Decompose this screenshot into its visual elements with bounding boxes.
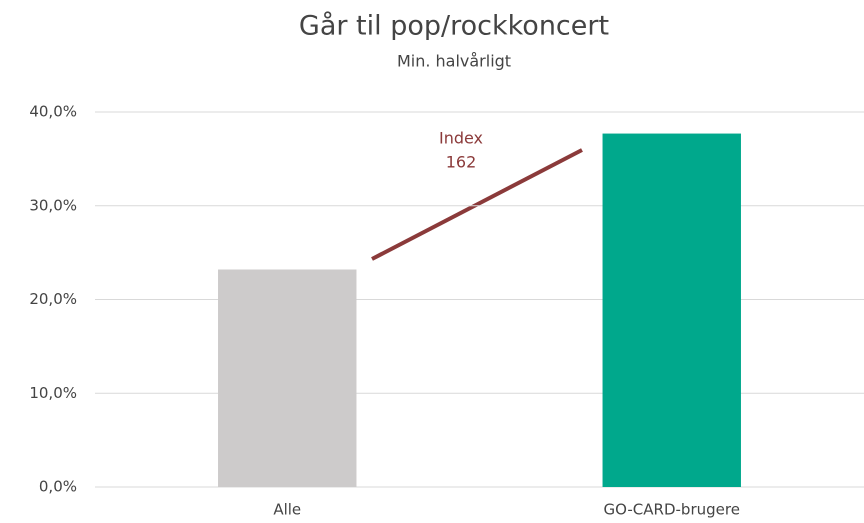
y-tick-label: 30,0% <box>29 196 77 214</box>
bar <box>602 133 741 487</box>
y-tick-label: 10,0% <box>29 384 77 402</box>
y-tick-label: 20,0% <box>29 290 77 308</box>
y-tick-label: 40,0% <box>29 103 77 121</box>
x-tick-label: GO-CARD-brugere <box>604 501 740 519</box>
annotation: Index <box>439 129 483 148</box>
index-line <box>371 148 583 261</box>
chart-title: Går til pop/rockkoncert <box>299 11 609 42</box>
bar <box>218 269 357 487</box>
x-tick-label: Alle <box>273 501 301 519</box>
y-tick-label: 0,0% <box>39 478 77 496</box>
annotation: 162 <box>446 153 477 172</box>
chart-subtitle: Min. halvårligt <box>397 52 511 71</box>
